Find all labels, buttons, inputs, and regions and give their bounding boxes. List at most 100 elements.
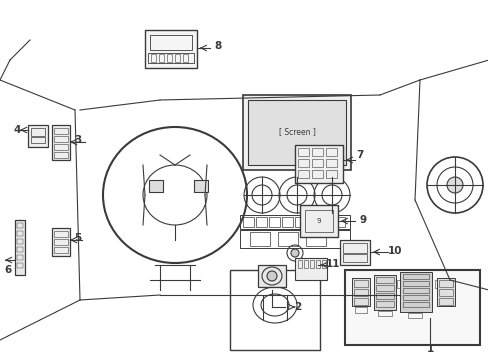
Bar: [243, 217, 253, 227]
Text: 11: 11: [325, 259, 340, 269]
Bar: [294, 258, 326, 280]
Bar: [377, 311, 391, 316]
Bar: [54, 152, 68, 158]
Bar: [325, 159, 336, 167]
Bar: [294, 145, 342, 183]
Text: 6: 6: [4, 265, 12, 275]
Bar: [54, 231, 68, 237]
Bar: [194, 180, 207, 192]
Bar: [353, 280, 367, 287]
Bar: [54, 128, 68, 134]
Bar: [17, 263, 23, 268]
Bar: [249, 232, 269, 246]
Bar: [145, 30, 197, 68]
Bar: [342, 243, 366, 253]
Bar: [151, 54, 156, 62]
Bar: [297, 170, 308, 178]
Bar: [399, 272, 431, 312]
Bar: [297, 260, 302, 268]
Bar: [345, 270, 479, 345]
Bar: [333, 217, 345, 227]
Bar: [375, 293, 393, 299]
Bar: [54, 144, 68, 150]
Ellipse shape: [446, 177, 462, 193]
Bar: [436, 278, 454, 306]
Bar: [438, 280, 452, 287]
Bar: [54, 136, 68, 142]
Bar: [167, 54, 172, 62]
Bar: [148, 53, 194, 63]
Bar: [354, 307, 366, 313]
Bar: [294, 217, 305, 227]
Bar: [17, 247, 23, 252]
Bar: [339, 240, 369, 265]
Bar: [240, 230, 349, 248]
Bar: [305, 232, 325, 246]
Bar: [17, 239, 23, 244]
Bar: [396, 280, 399, 288]
Text: 2: 2: [294, 302, 301, 312]
Bar: [240, 215, 349, 229]
Bar: [31, 137, 45, 143]
Bar: [258, 265, 285, 287]
Bar: [149, 180, 163, 192]
Bar: [320, 217, 331, 227]
Bar: [353, 298, 367, 305]
Bar: [159, 54, 163, 62]
Bar: [54, 247, 68, 253]
Text: 5: 5: [74, 233, 81, 243]
Bar: [438, 289, 452, 296]
Bar: [309, 260, 313, 268]
Text: 9: 9: [316, 218, 321, 224]
Bar: [402, 288, 428, 293]
Bar: [175, 54, 180, 62]
Bar: [150, 35, 192, 50]
Bar: [434, 280, 437, 288]
Bar: [351, 278, 369, 306]
Bar: [325, 170, 336, 178]
Bar: [375, 277, 393, 283]
Bar: [407, 313, 421, 318]
Bar: [282, 217, 292, 227]
Bar: [375, 285, 393, 291]
Bar: [297, 148, 308, 156]
Bar: [54, 239, 68, 245]
Bar: [304, 260, 307, 268]
Bar: [297, 159, 308, 167]
Text: 10: 10: [387, 246, 402, 256]
Bar: [402, 295, 428, 300]
Bar: [256, 217, 266, 227]
Bar: [353, 289, 367, 296]
Bar: [325, 148, 336, 156]
Bar: [307, 217, 318, 227]
Bar: [311, 148, 323, 156]
Bar: [438, 298, 452, 305]
Bar: [229, 270, 319, 350]
Bar: [28, 125, 48, 147]
Bar: [52, 228, 70, 256]
Bar: [183, 54, 187, 62]
Text: 8: 8: [214, 41, 221, 51]
Bar: [243, 95, 350, 170]
Bar: [311, 159, 323, 167]
Bar: [321, 260, 325, 268]
Text: 7: 7: [356, 150, 363, 160]
Bar: [299, 205, 337, 237]
Text: [ Screen ]: [ Screen ]: [278, 127, 315, 136]
Text: 1: 1: [426, 344, 433, 354]
Bar: [402, 302, 428, 307]
Bar: [315, 260, 319, 268]
Bar: [17, 231, 23, 236]
Text: 3: 3: [74, 135, 81, 145]
Bar: [402, 274, 428, 279]
Bar: [247, 100, 346, 165]
Bar: [31, 128, 45, 136]
Bar: [375, 301, 393, 307]
Bar: [17, 255, 23, 260]
Bar: [278, 232, 297, 246]
Text: 9: 9: [359, 215, 366, 225]
Bar: [52, 125, 70, 160]
Bar: [15, 220, 25, 275]
Bar: [342, 254, 366, 262]
Ellipse shape: [266, 271, 276, 281]
